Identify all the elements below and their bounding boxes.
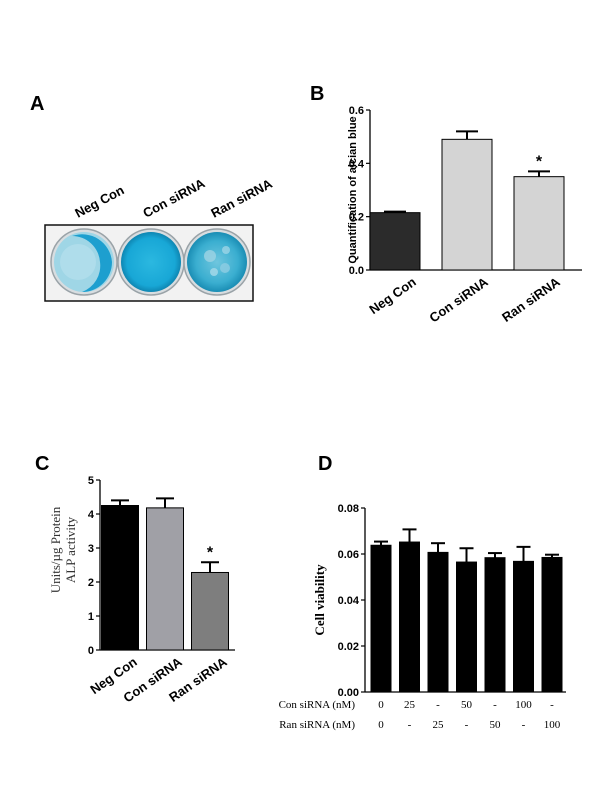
chart-c-y-tick-label: 2 [88, 577, 94, 589]
chart-d-dose-table: Con siRNA (nM) 0 25 - 50 - 100 - Ran siRNA (nM) 0… [279, 699, 561, 731]
chart-b-y-tick-label: 0.0 [349, 265, 364, 277]
dose-cell: 25 [404, 699, 416, 711]
chart-b-y-tick-label: 0.6 [349, 105, 364, 117]
dose-cell: 50 [461, 699, 473, 711]
chart-d-y-axis-label: Cell viability [312, 564, 327, 636]
chart-d-y-tick-label: 0.02 [338, 641, 359, 653]
dose-cell: - [493, 699, 497, 711]
chart-b-y-tick-label: 0.2 [349, 212, 364, 224]
chart-c-bar [101, 505, 139, 651]
chart-b-bar [369, 212, 421, 271]
chart-c-y-tick-label: 4 [88, 509, 95, 521]
chart-d-marks [370, 528, 563, 693]
dose-cell: - [408, 719, 412, 731]
chart-b-significance-mark: * [536, 153, 543, 170]
chart-b-marks: Neg Con Con siRNA * Ran siRNA [366, 130, 565, 326]
chart-b-category-label: Ran siRNA [499, 274, 563, 325]
chart-d-y-tick-label: 0.08 [338, 503, 359, 515]
chart-c-y-tick-label: 3 [88, 543, 94, 555]
dose-row-label: Con siRNA (nM) [279, 699, 356, 711]
chart-c-bar [146, 507, 184, 651]
chart-d-bar [541, 556, 563, 693]
chart-b-category-label: Neg Con [366, 274, 418, 317]
chart-c-y-axis-label-line-1: Units/µg Protein [48, 506, 63, 593]
chart-d-bar [456, 561, 477, 693]
chart-c-y-tick-label: 1 [88, 611, 94, 623]
dose-cell: - [550, 699, 554, 711]
well-neg-con [50, 228, 118, 296]
dose-cell: 50 [490, 719, 502, 731]
chart-d-bar [484, 557, 506, 693]
chart-b-y-tick-label: 0.4 [349, 158, 365, 170]
dose-cell: - [465, 719, 469, 731]
chart-c-y-tick-label: 0 [88, 645, 94, 657]
dose-cell: - [522, 719, 526, 731]
chart-d-y-tick-label: 0.06 [338, 549, 359, 561]
panel-d: D Cell viability 0.00 0.02 0.04 0.06 0.08 Co… [279, 453, 566, 731]
panel-c: C Units/µg Protein ALP activity 0 1 2 3 4 5 N… [35, 453, 235, 705]
chart-c-bar [191, 571, 229, 651]
panel-letter-c: C [35, 453, 49, 475]
chart-c-significance-mark: * [207, 544, 214, 561]
chart-b-bar [441, 138, 493, 271]
chart-d-bar [513, 560, 534, 693]
well-label-con-sirna: Con siRNA [140, 175, 208, 220]
well-label-neg-con: Neg Con [72, 182, 126, 220]
chart-c-y-axis-label-line-2: ALP activity [63, 516, 78, 583]
chart-b-category-label: Con siRNA [427, 274, 492, 326]
well-label-ran-sirna: Ran siRNA [208, 176, 275, 221]
dose-cell: 100 [544, 719, 561, 731]
chart-c-y-tick-label: 5 [88, 475, 94, 487]
chart-d-bar [427, 551, 449, 693]
chart-b-y-axis-label: Quantification of alcian blue [347, 116, 359, 263]
dose-cell: - [436, 699, 440, 711]
panel-letter-a: A [30, 93, 44, 115]
well-ran-sirna [183, 228, 251, 296]
dose-cell: 25 [433, 719, 445, 731]
dose-cell: 0 [378, 699, 384, 711]
well-con-sirna [117, 228, 185, 296]
dose-row-label: Ran siRNA (nM) [279, 719, 355, 731]
chart-b-bar [513, 176, 565, 271]
chart-d-bar [370, 544, 392, 693]
panel-b: B Quantification of alcian blue 0.0 0.2 0.… [310, 83, 582, 325]
chart-d-y-tick-label: 0.04 [338, 595, 360, 607]
chart-d-bar [399, 541, 420, 693]
dose-cell: 0 [378, 719, 384, 731]
panel-letter-d: D [318, 453, 332, 475]
panel-a: A Neg Con Con siRNA Ran siRNA [30, 93, 275, 302]
dose-cell: 100 [515, 699, 532, 711]
chart-d-y-tick-label: 0.00 [338, 687, 359, 699]
panel-letter-b: B [310, 83, 324, 105]
